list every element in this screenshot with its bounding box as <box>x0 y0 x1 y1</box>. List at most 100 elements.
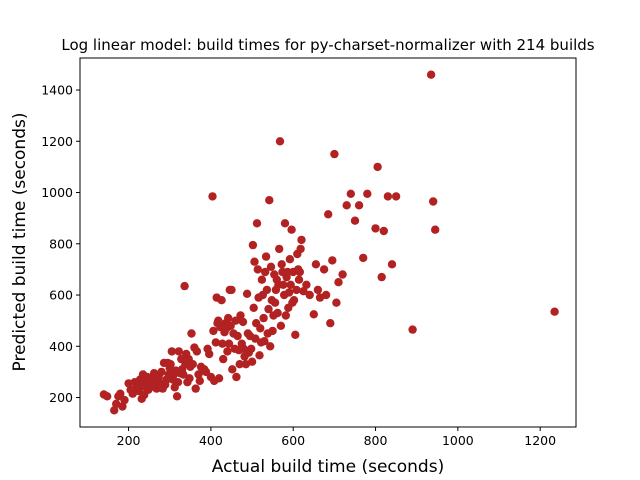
data-point <box>429 197 438 206</box>
data-point <box>217 296 226 305</box>
data-point <box>233 331 242 341</box>
data-point <box>291 330 300 339</box>
data-point <box>279 280 288 289</box>
data-point <box>294 275 304 284</box>
data-point <box>289 296 299 305</box>
data-point <box>311 260 321 269</box>
data-point <box>172 392 182 401</box>
data-point <box>326 319 335 328</box>
data-point <box>354 201 364 210</box>
data-point <box>191 384 200 393</box>
data-point <box>270 298 280 307</box>
data-point <box>173 378 183 387</box>
data-point <box>257 275 267 284</box>
data-point <box>185 374 194 383</box>
data-point <box>260 337 269 346</box>
data-point <box>281 311 290 320</box>
data-point <box>265 196 274 205</box>
x-axis-ticks: 200 400 600 800 1000 1200 <box>117 427 556 448</box>
data-point <box>208 192 217 201</box>
data-point <box>167 347 176 356</box>
data-point <box>180 281 189 291</box>
chart-title: Log linear model: build times for py-cha… <box>61 36 594 54</box>
data-point <box>211 338 220 347</box>
data-point <box>247 344 256 353</box>
data-point <box>431 225 440 234</box>
data-point <box>273 308 282 318</box>
data-point <box>266 342 275 351</box>
data-point <box>249 303 258 312</box>
data-point <box>256 324 265 333</box>
data-point <box>275 244 284 254</box>
data-point <box>232 372 241 382</box>
data-point <box>346 189 355 198</box>
data-point <box>377 272 386 282</box>
y-tick-label: 1000 <box>41 185 73 200</box>
data-point <box>255 351 264 360</box>
data-point <box>192 347 202 356</box>
data-point <box>387 260 397 269</box>
data-point <box>359 253 368 263</box>
data-point <box>330 149 339 159</box>
data-point <box>295 267 304 277</box>
y-tick-label: 600 <box>49 288 73 303</box>
data-point <box>383 192 393 201</box>
data-point <box>379 226 388 236</box>
data-point <box>224 339 234 348</box>
data-point <box>187 329 196 338</box>
data-point <box>118 402 127 411</box>
data-point <box>280 219 290 228</box>
data-point <box>287 225 296 234</box>
data-point <box>324 210 333 219</box>
y-tick-label: 400 <box>49 339 73 354</box>
data-point <box>248 240 258 250</box>
data-point <box>350 216 360 225</box>
data-point <box>174 347 183 356</box>
data-point <box>266 262 276 271</box>
data-point <box>309 310 318 319</box>
data-point <box>426 70 436 79</box>
data-point <box>342 201 351 210</box>
data-point <box>292 285 301 295</box>
data-point <box>408 325 417 334</box>
data-point <box>219 354 228 364</box>
data-point <box>214 316 223 325</box>
y-tick-label: 1400 <box>41 83 73 98</box>
data-point <box>209 326 218 336</box>
data-point <box>328 256 337 265</box>
data-point <box>299 287 308 296</box>
data-point <box>373 162 382 172</box>
data-point <box>166 360 175 369</box>
data-point <box>252 219 262 228</box>
data-point <box>321 290 331 300</box>
data-point <box>284 288 294 297</box>
data-point <box>332 298 341 307</box>
data-point <box>218 339 227 348</box>
data-point <box>275 137 285 146</box>
data-point <box>179 370 188 379</box>
data-point <box>224 313 233 323</box>
data-point <box>261 252 271 261</box>
data-point <box>236 311 245 320</box>
data-point <box>228 365 237 374</box>
data-point <box>157 367 166 377</box>
x-axis-label: Actual build time (seconds) <box>212 457 444 477</box>
data-point <box>235 360 244 369</box>
data-point <box>268 326 277 336</box>
y-tick-label: 1200 <box>41 134 73 149</box>
data-point <box>334 278 343 287</box>
data-point <box>261 267 270 277</box>
data-point <box>338 270 347 279</box>
data-point <box>227 285 236 295</box>
data-point <box>242 289 252 298</box>
data-point <box>302 280 311 289</box>
data-point <box>313 285 323 295</box>
data-point <box>223 347 232 356</box>
y-tick-label: 800 <box>49 236 73 251</box>
data-point <box>205 349 214 359</box>
data-point <box>391 192 401 201</box>
data-point <box>296 244 305 254</box>
data-point <box>305 290 314 300</box>
data-point <box>238 317 248 327</box>
